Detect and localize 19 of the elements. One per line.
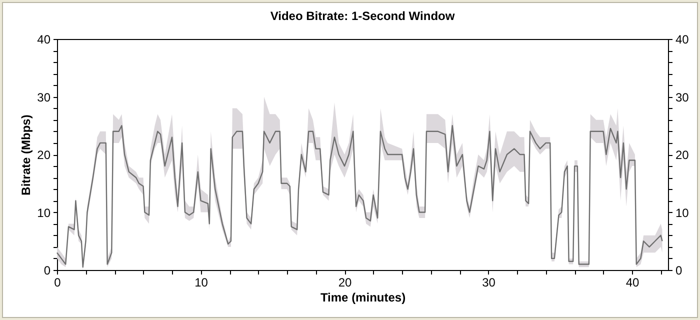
y-tick-label: 10 (37, 206, 51, 220)
x-tick-label: 0 (54, 276, 62, 290)
y-tick-label: 0 (44, 264, 51, 278)
x-tick-label: 30 (482, 276, 496, 290)
y2-tick-label: 40 (676, 32, 690, 46)
y-tick-label: 30 (37, 90, 51, 104)
chart-title: Video Bitrate: 1-Second Window (270, 9, 456, 23)
y-tick-label: 40 (37, 32, 51, 46)
y-axis-title: Bitrate (Mbps) (19, 114, 34, 196)
y2-tick-label: 0 (676, 264, 682, 278)
y2-tick-label: 20 (676, 148, 690, 162)
x-tick-label: 10 (194, 276, 208, 290)
y2-tick-label: 10 (676, 206, 690, 220)
line-series (56, 125, 663, 268)
y-tick-label: 20 (37, 148, 51, 162)
x-tick-label: 40 (626, 276, 640, 290)
x-axis-title: Time (minutes) (320, 290, 406, 304)
y2-tick-label: 30 (676, 90, 690, 104)
x-tick-label: 20 (338, 276, 352, 290)
